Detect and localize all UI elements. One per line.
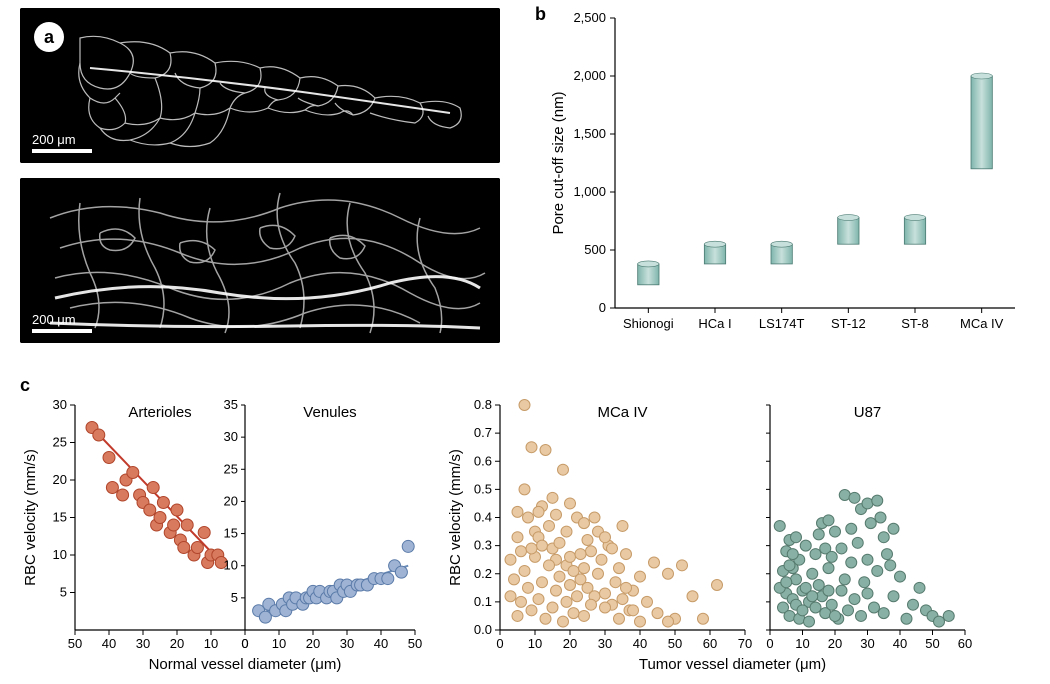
svg-text:0.2: 0.2 xyxy=(474,566,492,581)
svg-text:20: 20 xyxy=(306,636,320,651)
panel-a: a 200 μm xyxy=(20,8,500,343)
svg-text:Shionogi: Shionogi xyxy=(623,316,674,331)
svg-text:Pore cut-off size (nm): Pore cut-off size (nm) xyxy=(550,91,567,234)
svg-text:2,000: 2,000 xyxy=(573,68,606,83)
svg-text:10: 10 xyxy=(528,636,542,651)
svg-text:Normal vessel diameter (μm): Normal vessel diameter (μm) xyxy=(149,656,342,673)
vessel-network-svg-bottom xyxy=(20,178,500,343)
svg-text:0: 0 xyxy=(599,300,606,315)
svg-text:50: 50 xyxy=(408,636,422,651)
svg-text:10: 10 xyxy=(272,636,286,651)
svg-text:500: 500 xyxy=(584,242,606,257)
scale-line xyxy=(32,329,92,333)
svg-text:30: 30 xyxy=(860,636,874,651)
svg-text:0: 0 xyxy=(766,636,773,651)
vessel-network-svg-top xyxy=(20,8,500,163)
panel-a-label: a xyxy=(34,22,64,52)
svg-text:RBC velocity (mm/s): RBC velocity (mm/s) xyxy=(447,449,464,586)
svg-text:30: 30 xyxy=(340,636,354,651)
svg-text:0.6: 0.6 xyxy=(474,453,492,468)
svg-text:40: 40 xyxy=(374,636,388,651)
svg-text:HCa I: HCa I xyxy=(698,316,731,331)
svg-text:30: 30 xyxy=(598,636,612,651)
svg-text:15: 15 xyxy=(224,526,238,541)
svg-text:10: 10 xyxy=(224,558,238,573)
svg-text:20: 20 xyxy=(224,493,238,508)
svg-text:20: 20 xyxy=(170,636,184,651)
svg-text:1,000: 1,000 xyxy=(573,184,606,199)
chart-c-scatter: 51015202530RBC velocity (mm/s)5040302010… xyxy=(20,385,1030,675)
svg-text:20: 20 xyxy=(828,636,842,651)
svg-text:10: 10 xyxy=(204,636,218,651)
svg-text:15: 15 xyxy=(53,510,67,525)
svg-text:10: 10 xyxy=(53,547,67,562)
svg-text:50: 50 xyxy=(68,636,82,651)
svg-text:U87: U87 xyxy=(854,404,882,421)
svg-text:0.1: 0.1 xyxy=(474,594,492,609)
svg-text:ST-12: ST-12 xyxy=(831,316,866,331)
svg-text:25: 25 xyxy=(224,461,238,476)
svg-text:0.3: 0.3 xyxy=(474,538,492,553)
chart-b-floating-bar: 0 500 1,000 1,500 2,000 2,500 Pore cut-off siz… xyxy=(545,8,1025,343)
svg-text:0.5: 0.5 xyxy=(474,481,492,496)
svg-text:60: 60 xyxy=(958,636,972,651)
svg-text:0: 0 xyxy=(241,636,248,651)
svg-text:Tumor vessel diameter (μm): Tumor vessel diameter (μm) xyxy=(639,656,826,673)
svg-text:Venules: Venules xyxy=(303,404,356,421)
svg-text:50: 50 xyxy=(668,636,682,651)
svg-text:MCa IV: MCa IV xyxy=(597,404,647,421)
svg-text:2,500: 2,500 xyxy=(573,10,606,25)
svg-text:60: 60 xyxy=(703,636,717,651)
svg-text:30: 30 xyxy=(136,636,150,651)
svg-text:30: 30 xyxy=(53,397,67,412)
svg-text:40: 40 xyxy=(102,636,116,651)
micrograph-top: a 200 μm xyxy=(20,8,500,163)
svg-text:40: 40 xyxy=(893,636,907,651)
figure-container: a 200 μm xyxy=(0,0,1050,684)
svg-text:5: 5 xyxy=(60,585,67,600)
svg-text:ST-8: ST-8 xyxy=(901,316,928,331)
svg-text:0.8: 0.8 xyxy=(474,397,492,412)
svg-text:0.0: 0.0 xyxy=(474,622,492,637)
svg-text:70: 70 xyxy=(738,636,752,651)
svg-text:0.4: 0.4 xyxy=(474,510,492,525)
svg-text:Arterioles: Arterioles xyxy=(128,404,191,421)
panel-c: c 51015202530RBC velocity (mm/s)50403020… xyxy=(20,375,1030,675)
svg-text:5: 5 xyxy=(231,590,238,605)
micrograph-bottom: 200 μm xyxy=(20,178,500,343)
scale-bar-bottom: 200 μm xyxy=(32,312,92,333)
svg-text:40: 40 xyxy=(633,636,647,651)
svg-text:20: 20 xyxy=(53,472,67,487)
svg-text:10: 10 xyxy=(795,636,809,651)
svg-text:0: 0 xyxy=(496,636,503,651)
svg-text:1,500: 1,500 xyxy=(573,126,606,141)
svg-text:LS174T: LS174T xyxy=(759,316,805,331)
scale-bar-top: 200 μm xyxy=(32,132,92,153)
svg-text:30: 30 xyxy=(224,429,238,444)
svg-text:20: 20 xyxy=(563,636,577,651)
svg-text:35: 35 xyxy=(224,397,238,412)
svg-text:0.7: 0.7 xyxy=(474,425,492,440)
scale-line xyxy=(32,149,92,153)
svg-text:25: 25 xyxy=(53,435,67,450)
svg-text:50: 50 xyxy=(925,636,939,651)
svg-text:RBC velocity (mm/s): RBC velocity (mm/s) xyxy=(22,449,39,586)
panel-b: b 05001,0001,5002,0002,500Pore cut-off s… xyxy=(535,0,1025,345)
svg-text:MCa IV: MCa IV xyxy=(960,316,1004,331)
